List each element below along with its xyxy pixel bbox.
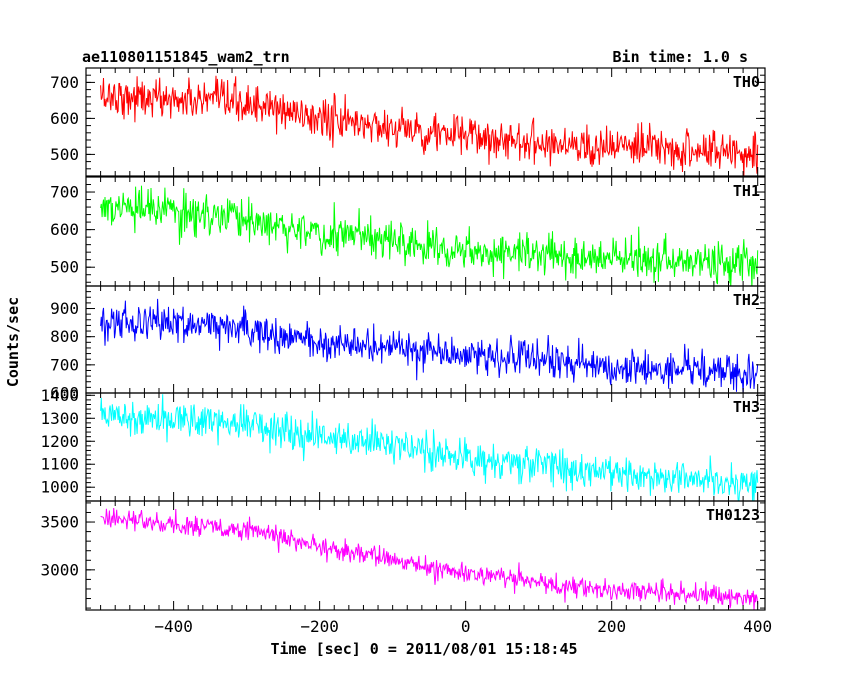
panel-label-th0: TH0 (733, 73, 760, 91)
x-tick-label: −400 (154, 617, 193, 636)
panel-frame (85, 500, 766, 611)
series-line-th0 (100, 75, 759, 176)
bin-time-label: Bin time: 1.0 s (613, 48, 748, 66)
y-tick-label: 1000 (40, 478, 79, 497)
y-tick-label: 1100 (40, 455, 79, 474)
y-tick-label: 1400 (40, 386, 79, 405)
x-axis-title: Time [sec] 0 = 2011/08/01 15:18:45 (270, 640, 577, 658)
panel-th1: 500 600 700 TH1 (50, 176, 766, 287)
series-line-th1 (100, 185, 759, 286)
y-tick-label: 3500 (40, 513, 79, 532)
y-tick-label: 600 (50, 220, 79, 239)
x-tick-label: 400 (743, 617, 772, 636)
observation-id-title: ae110801151845_wam2_trn (82, 48, 290, 66)
y-tick-label: 500 (50, 145, 79, 164)
panel-th3: 1000 1100 1200 1300 1400 TH3 (40, 386, 766, 502)
panel-frame (85, 176, 766, 287)
panels-group: 500 600 700 TH0 500 600 700 TH1 600 700 800 900 TH2 1… (40, 67, 766, 611)
panel-th2: 600 700 800 900 TH2 (50, 285, 766, 403)
y-tick-label: 1200 (40, 432, 79, 451)
x-tick-label: 200 (597, 617, 626, 636)
y-tick-label: 3000 (40, 560, 79, 579)
y-tick-label: 700 (50, 183, 79, 202)
y-tick-label: 700 (50, 73, 79, 92)
x-tick-label: −200 (300, 617, 339, 636)
y-tick-label: 700 (50, 355, 79, 374)
y-tick-label: 600 (50, 109, 79, 128)
panel-frame (85, 67, 766, 177)
panel-label-th2: TH2 (733, 291, 760, 309)
x-tick-label: 0 (461, 617, 471, 636)
panel-th0123: 3000 3500 TH0123 (40, 500, 766, 611)
series-line-th2 (100, 298, 759, 393)
y-axis-title: Counts/sec (4, 297, 22, 387)
y-tick-label: 600 (50, 384, 79, 403)
y-tick-label: 900 (50, 299, 79, 318)
panel-th0: 500 600 700 TH0 (50, 67, 766, 177)
panel-label-th1: TH1 (733, 182, 760, 200)
y-tick-label: 1300 (40, 409, 79, 428)
x-axis-ticks: −400 −200 0 200 400 (154, 617, 772, 636)
series-line-th0123 (100, 507, 759, 610)
panel-label-th3: TH3 (733, 398, 760, 416)
y-tick-label: 500 (50, 258, 79, 277)
y-tick-label: 800 (50, 327, 79, 346)
series-line-th3 (100, 394, 759, 501)
panel-label-th0123: TH0123 (706, 506, 760, 524)
